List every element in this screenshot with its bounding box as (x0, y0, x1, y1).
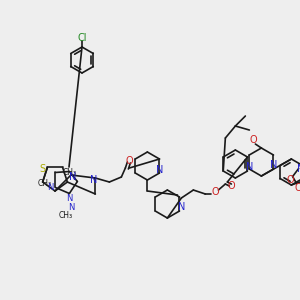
Text: N: N (68, 203, 74, 212)
Text: O: O (250, 135, 257, 145)
Text: N: N (66, 194, 73, 203)
Text: N: N (47, 183, 53, 192)
Text: S: S (39, 164, 45, 175)
Text: O: O (287, 175, 294, 184)
Text: CH₃: CH₃ (58, 211, 72, 220)
Text: O: O (295, 182, 300, 193)
Text: O: O (126, 156, 133, 166)
Text: N: N (270, 160, 277, 170)
Text: N: N (156, 165, 163, 175)
Text: CH₃: CH₃ (38, 178, 52, 188)
Text: CH₃: CH₃ (62, 167, 76, 176)
Text: N: N (246, 162, 253, 172)
Text: N: N (297, 164, 300, 173)
Text: N: N (69, 172, 77, 182)
Text: O: O (228, 181, 235, 191)
Text: O: O (212, 187, 219, 197)
Text: N: N (178, 202, 185, 212)
Text: Cl: Cl (77, 33, 87, 43)
Text: N: N (90, 175, 97, 185)
